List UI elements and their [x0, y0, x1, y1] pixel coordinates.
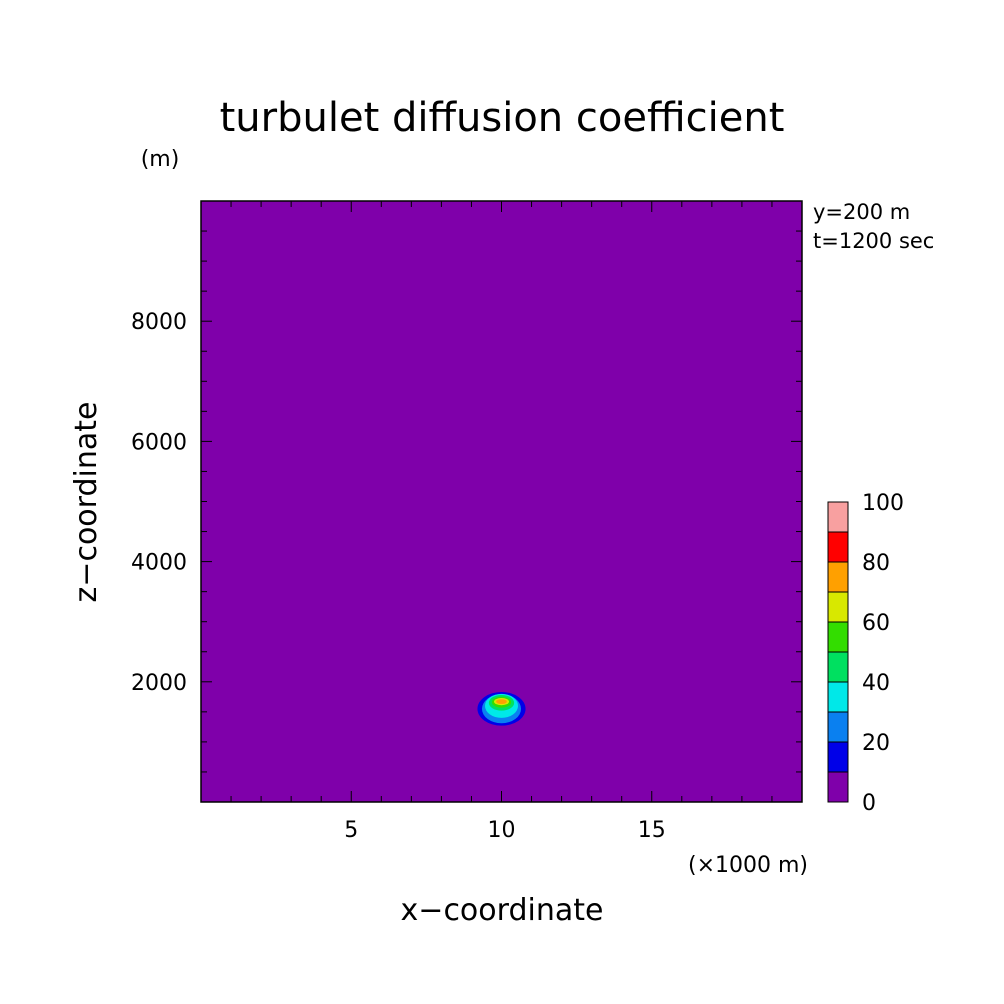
colorbar-swatch-60	[827, 591, 849, 623]
contour-level-80	[496, 699, 507, 705]
y-tick-label: 2000	[131, 671, 187, 696]
colorbar-swatch-80	[827, 531, 849, 563]
colorbar-tick-label: 60	[862, 611, 890, 636]
y-unit-label: (m)	[141, 147, 180, 172]
colorbar-swatch-40	[827, 651, 849, 683]
colorbar-tick-label: 0	[862, 791, 876, 816]
y-axis: 2000 4000 6000 8000	[131, 230, 802, 773]
annotation-t: t=1200 sec	[813, 229, 934, 253]
colorbar-tick-label: 40	[862, 671, 890, 696]
x-tick-label: 10	[488, 818, 516, 843]
colorbar-swatch-0	[827, 771, 849, 803]
y-tick-label: 8000	[131, 310, 187, 335]
y-axis-label: z−coordinate	[69, 402, 104, 603]
y-tick-label: 4000	[131, 551, 187, 576]
x-tick-label: 5	[344, 818, 358, 843]
annotation-y: y=200 m	[813, 200, 910, 224]
colorbar-tick-label: 20	[862, 731, 890, 756]
colorbar: 0 20 40 60 80 100	[827, 491, 904, 816]
y-tick-label: 6000	[131, 430, 187, 455]
x-tick-label: 15	[638, 818, 666, 843]
colorbar-swatch-10	[827, 741, 849, 773]
colorbar-swatch-70	[827, 561, 849, 593]
plot-area	[200, 200, 803, 803]
colorbar-tick-label: 100	[862, 491, 904, 516]
colorbar-swatch-20	[827, 711, 849, 743]
x-axis: 5 10 15	[230, 201, 773, 843]
colorbar-swatch-50	[827, 621, 849, 653]
colorbar-swatch-30	[827, 681, 849, 713]
colorbar-tick-label: 80	[862, 551, 890, 576]
x-unit-label: (×1000 m)	[688, 853, 808, 878]
colorbar-swatch-90	[827, 501, 849, 533]
chart-title: turbulet diffusion coefficient	[220, 95, 785, 141]
x-axis-label: x−coordinate	[401, 893, 604, 928]
